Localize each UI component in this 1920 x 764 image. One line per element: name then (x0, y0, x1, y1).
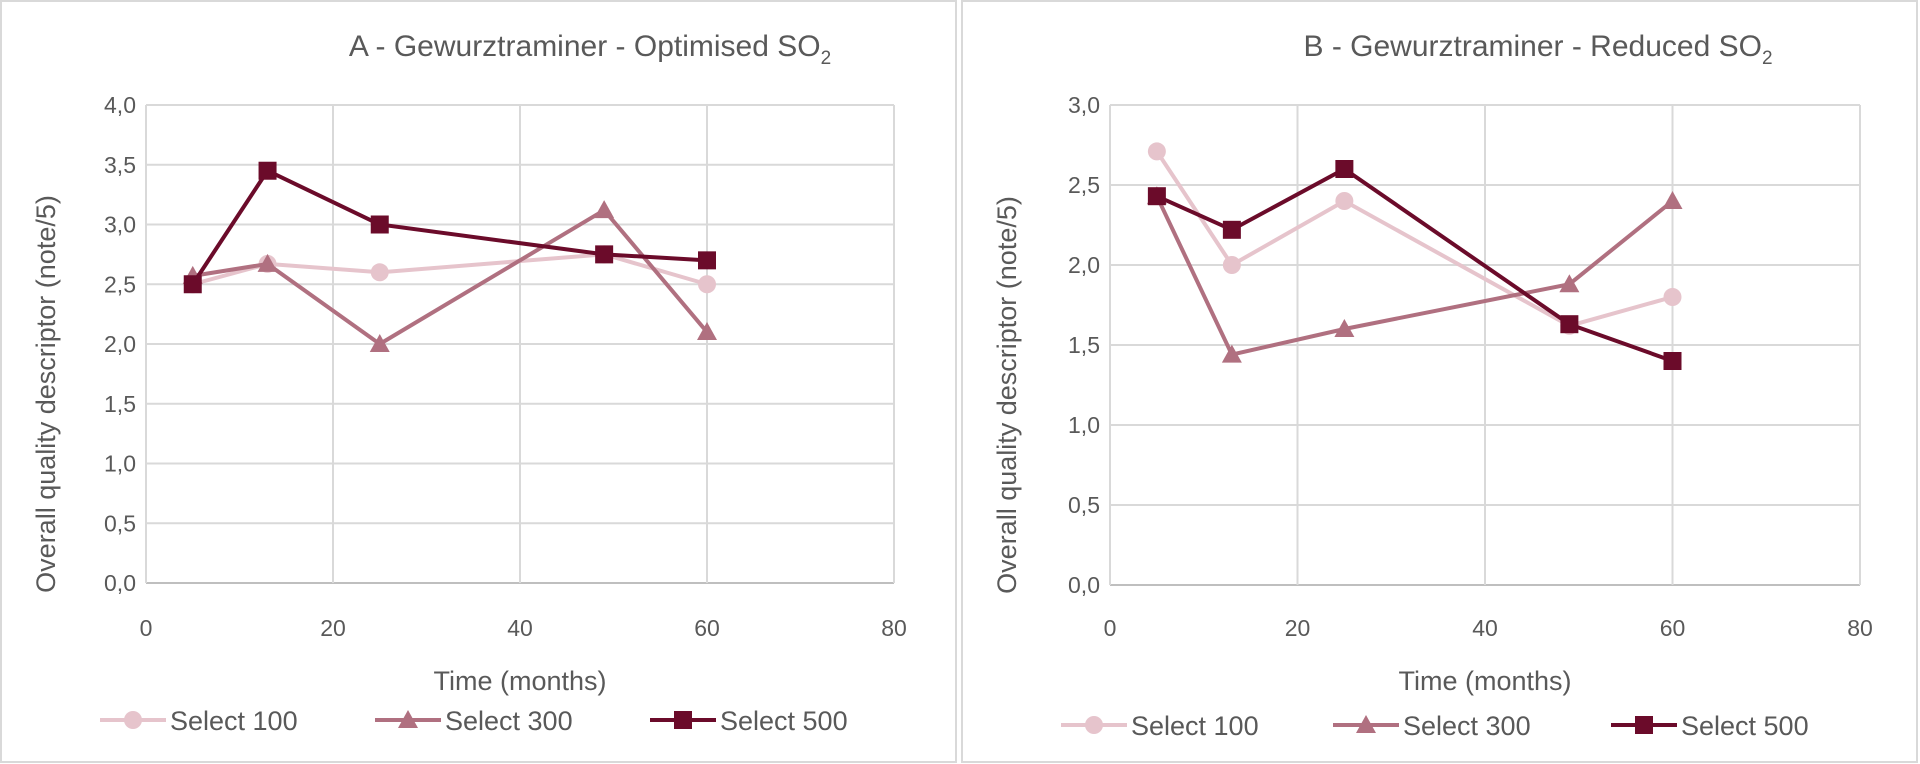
data-point (1147, 142, 1166, 161)
data-point (1560, 315, 1579, 334)
x-tick-label: 20 (1285, 615, 1311, 641)
y-tick-label: 3,0 (1068, 92, 1100, 118)
data-point (1147, 187, 1166, 206)
legend-label: Select 100 (1131, 711, 1259, 741)
y-tick-label: 2,5 (1068, 172, 1100, 198)
data-point (698, 275, 716, 294)
y-tick-label: 1,0 (104, 451, 136, 477)
y-tick-label: 0,5 (104, 510, 136, 536)
data-point (370, 263, 389, 282)
chart-border (0, 0, 957, 763)
x-tick-label: 40 (1472, 615, 1498, 641)
y-tick-label: 0,0 (104, 570, 136, 596)
data-point (1663, 288, 1682, 306)
y-axis-label: Overall quality descriptor (note/5) (992, 196, 1022, 594)
x-tick-label: 60 (694, 615, 720, 641)
data-point (258, 161, 277, 180)
y-tick-label: 2,0 (1068, 252, 1100, 278)
data-point (1221, 344, 1242, 363)
legend-entry: Select 300 (1333, 711, 1531, 741)
data-point (1335, 160, 1354, 178)
x-tick-label: 0 (1104, 615, 1117, 641)
chart-title: B - Gewurztraminer - Reduced SO2 (1303, 30, 1772, 69)
legend-marker (674, 711, 692, 729)
legend-marker (1356, 715, 1376, 733)
x-tick-label: 0 (140, 615, 153, 641)
x-tick-label: 60 (1660, 615, 1686, 641)
y-axis-label: Overall quality descriptor (note/5) (31, 195, 61, 593)
data-point (369, 334, 390, 352)
series-select-100 (1147, 142, 1682, 335)
y-tick-label: 1,5 (104, 391, 136, 417)
data-point (183, 275, 202, 294)
series-select-500 (183, 161, 716, 294)
chart-title-text: B - Gewurztraminer - Reduced SO (1303, 30, 1761, 63)
y-tick-label: 2,5 (104, 271, 136, 297)
legend-label: Select 100 (170, 706, 298, 736)
data-point (1334, 319, 1355, 337)
chart-b: B - Gewurztraminer - Reduced SO2 0,0 0,5 1,… (961, 0, 1918, 763)
legend-entry: Select 100 (1061, 711, 1259, 741)
x-tick-label: 20 (320, 615, 346, 641)
legend-marker (1085, 716, 1103, 734)
chart-title: A - Gewurztraminer - Optimised SO2 (349, 30, 831, 69)
y-tick-label: 3,0 (104, 212, 136, 238)
legend-marker (1635, 716, 1653, 734)
y-tick-label: 2,0 (104, 331, 136, 357)
legend-entry: Select 300 (375, 706, 573, 736)
legend-label: Select 500 (1681, 711, 1809, 741)
data-point (1222, 220, 1241, 239)
x-axis-label: Time (months) (433, 666, 606, 696)
data-point (1559, 274, 1580, 293)
data-point (257, 253, 278, 272)
data-point (1222, 256, 1241, 274)
y-tick-label: 0,5 (1068, 492, 1100, 518)
data-point (697, 322, 717, 341)
legend-entry: Select 500 (1611, 711, 1809, 741)
data-point (1662, 191, 1683, 209)
chart-border (961, 0, 1918, 763)
series-select-300 (182, 200, 717, 352)
data-point (595, 245, 614, 264)
y-tick-label: 1,0 (1068, 412, 1100, 438)
y-tick-label: 3,5 (104, 152, 136, 178)
legend-label: Select 300 (1403, 711, 1531, 741)
chart-a: A - Gewurztraminer - Optimised SO2 0,0 0,5… (0, 0, 957, 763)
data-point (594, 200, 615, 219)
y-tick-label: 0,0 (1068, 572, 1100, 598)
x-axis-label: Time (months) (1398, 666, 1571, 696)
data-point (698, 251, 716, 270)
y-tick-label: 4,0 (104, 92, 136, 118)
legend-label: Select 500 (720, 706, 848, 736)
x-tick-label: 80 (881, 615, 907, 641)
chart-title-text: A - Gewurztraminer - Optimised SO (349, 30, 821, 63)
data-point (370, 215, 389, 234)
y-tick-label: 1,5 (1068, 332, 1100, 358)
x-tick-label: 40 (507, 615, 533, 641)
chart-title-subscript: 2 (821, 48, 832, 69)
data-point (1663, 352, 1682, 370)
legend-entry: Select 100 (100, 706, 298, 736)
legend-marker (398, 710, 418, 728)
chart-title-subscript: 2 (1762, 48, 1773, 69)
legend-marker (124, 711, 142, 729)
data-point (1335, 192, 1354, 210)
legend-label: Select 300 (445, 706, 573, 736)
x-tick-label: 80 (1847, 615, 1873, 641)
series-select-500 (1147, 160, 1682, 370)
legend-entry: Select 500 (650, 706, 848, 736)
